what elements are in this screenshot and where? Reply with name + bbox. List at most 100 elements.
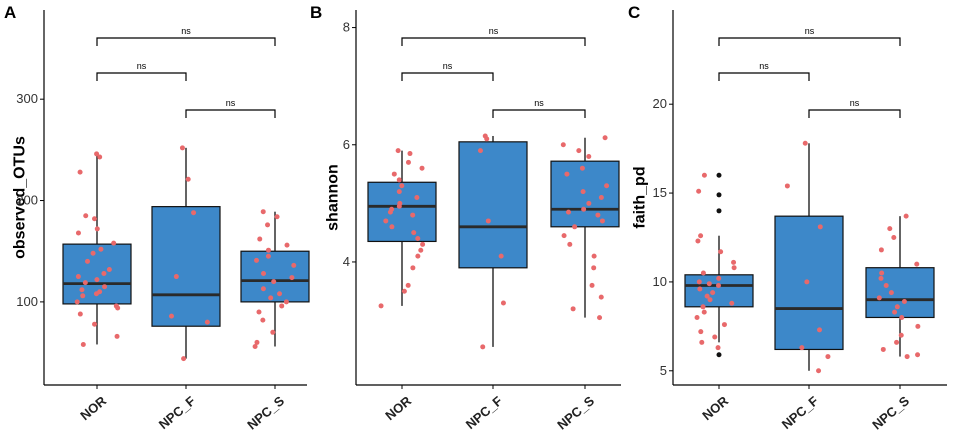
data-point <box>721 322 727 328</box>
data-point <box>265 247 271 253</box>
data-point <box>191 210 197 216</box>
data-point <box>395 148 401 154</box>
data-point <box>879 270 885 276</box>
y-tick-label: 15 <box>653 185 667 200</box>
data-point <box>697 286 703 292</box>
data-point <box>485 218 491 224</box>
data-point <box>696 279 702 285</box>
data-point <box>712 334 718 340</box>
data-point <box>602 135 608 141</box>
data-point <box>94 226 100 232</box>
x-tick-label: NPC_F <box>779 393 821 430</box>
data-point <box>586 153 592 159</box>
data-point <box>383 218 389 224</box>
data-point <box>419 165 425 171</box>
data-point <box>257 236 263 242</box>
data-point <box>817 224 823 230</box>
y-tick-label: 6 <box>343 137 350 152</box>
data-point <box>878 275 884 281</box>
y-axis-label: observed_OTUs <box>11 136 28 259</box>
data-point <box>589 282 595 288</box>
significance-label: ns <box>534 98 544 108</box>
data-point <box>97 154 103 160</box>
data-point <box>274 214 280 220</box>
data-point <box>410 265 416 271</box>
y-tick-label: 300 <box>16 91 38 106</box>
data-point <box>880 346 886 352</box>
significance-label: ns <box>805 26 815 36</box>
y-axis-label: shannon <box>324 164 341 231</box>
data-point <box>396 189 402 195</box>
y-axis-label: faith_pd <box>631 166 648 228</box>
box-NPC_S <box>550 160 620 228</box>
data-point <box>414 195 420 200</box>
data-point <box>204 319 210 325</box>
data-point <box>181 356 187 362</box>
data-point <box>901 298 907 304</box>
data-point <box>706 281 712 287</box>
data-point <box>391 171 397 177</box>
significance-label: ns <box>850 98 860 108</box>
data-point <box>389 224 395 230</box>
data-point <box>710 290 716 296</box>
x-tick-label: NPC_S <box>554 393 597 430</box>
data-point <box>883 282 889 288</box>
data-point <box>410 212 416 218</box>
y-tick-label: 200 <box>16 193 38 208</box>
data-point <box>595 212 601 218</box>
data-point <box>277 291 283 297</box>
data-point <box>701 309 707 315</box>
data-point <box>598 195 604 200</box>
box-NPC_S <box>865 267 935 319</box>
data-point <box>252 343 258 349</box>
data-point <box>707 297 713 303</box>
data-point <box>716 275 722 281</box>
data-point <box>729 300 735 306</box>
data-point <box>802 140 808 146</box>
data-point <box>915 323 921 329</box>
data-point <box>101 271 107 277</box>
data-point <box>256 309 262 315</box>
data-point <box>498 253 504 259</box>
significance-bracket <box>96 72 187 81</box>
outlier-point <box>716 208 722 214</box>
data-point <box>700 270 706 276</box>
significance-bracket <box>185 109 276 118</box>
data-point <box>566 209 572 215</box>
data-point <box>82 280 88 286</box>
data-point <box>80 341 86 347</box>
x-tick-label: NOR <box>382 393 414 423</box>
data-point <box>591 265 597 271</box>
data-point <box>418 247 424 253</box>
data-point <box>700 304 706 310</box>
data-point <box>564 171 570 177</box>
data-point <box>696 188 702 194</box>
data-point <box>898 332 904 338</box>
data-point <box>604 183 610 189</box>
data-point <box>75 230 81 236</box>
data-point <box>378 303 384 309</box>
data-point <box>261 271 267 277</box>
data-point <box>254 257 260 263</box>
data-point <box>399 183 405 189</box>
data-point <box>500 300 506 306</box>
significance-label: ns <box>181 26 191 36</box>
data-point <box>260 286 266 292</box>
data-point <box>80 293 86 299</box>
data-point <box>477 148 483 154</box>
data-point <box>405 159 411 165</box>
significance-bracket <box>718 72 810 81</box>
data-point <box>699 339 705 345</box>
data-point <box>799 345 805 351</box>
data-point <box>401 288 407 294</box>
data-point <box>695 238 701 244</box>
data-point <box>876 295 882 301</box>
data-point <box>114 333 120 339</box>
data-point <box>718 249 724 255</box>
significance-label: ns <box>137 61 147 71</box>
x-tick-label: NPC_S <box>244 393 287 430</box>
data-point <box>279 303 285 309</box>
data-point <box>173 274 179 280</box>
data-point <box>581 206 587 212</box>
